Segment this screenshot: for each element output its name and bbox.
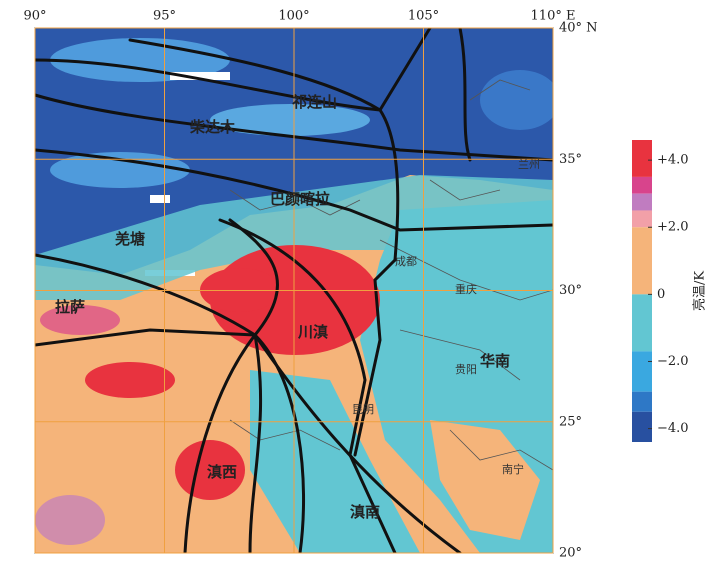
patch bbox=[50, 152, 190, 188]
region-label: 滇南 bbox=[350, 503, 380, 521]
colorbar-segment bbox=[632, 210, 652, 228]
region-label: 祁连山 bbox=[292, 93, 337, 111]
region-label: 滇西 bbox=[207, 463, 237, 481]
x-tick-label: 90° bbox=[23, 9, 46, 24]
colorbar-tick-label: +2.0 bbox=[657, 220, 689, 235]
snow bbox=[150, 195, 170, 203]
colorbar-segment bbox=[632, 193, 652, 211]
colorbar-tick-label: −4.0 bbox=[657, 421, 689, 436]
colorbar-tick-label: −2.0 bbox=[657, 354, 689, 369]
snow bbox=[170, 72, 230, 80]
colorbar-segment bbox=[632, 227, 652, 295]
x-tick-label: 100° bbox=[278, 9, 309, 24]
cyan-south bbox=[250, 370, 420, 553]
colorbar-segment bbox=[632, 140, 652, 177]
fault bbox=[458, 28, 472, 162]
region-label: 华南 bbox=[480, 352, 510, 370]
city-label: 成都 bbox=[395, 255, 417, 268]
colorbar-segment bbox=[632, 411, 652, 442]
city-label: 重庆 bbox=[455, 282, 477, 296]
colorbar-tick-label: 0 bbox=[657, 287, 665, 302]
colorbar-tick-label: +4.0 bbox=[657, 153, 689, 168]
fault bbox=[128, 28, 432, 113]
region-label: 巴颜喀拉 bbox=[270, 190, 330, 208]
hot-area bbox=[35, 495, 105, 545]
labels: 祁连山 柴达木 巴颜喀拉 羌塘 拉萨 川滇 华南 滇西 滇南 兰州 成都 重庆 … bbox=[55, 93, 708, 521]
hot-area bbox=[85, 362, 175, 398]
fault bbox=[353, 258, 397, 457]
city-label: 兰州 bbox=[518, 158, 540, 171]
fault bbox=[35, 148, 553, 232]
patch bbox=[480, 70, 553, 130]
fault bbox=[35, 93, 553, 162]
city-label: 昆明 bbox=[352, 403, 374, 416]
x-tick-label: 95° bbox=[153, 9, 176, 24]
hot-area bbox=[40, 305, 120, 335]
region-label: 川滇 bbox=[297, 323, 328, 341]
orange-south bbox=[430, 420, 540, 540]
colorbar-segment bbox=[632, 176, 652, 194]
province-border bbox=[229, 79, 553, 471]
fault bbox=[35, 218, 279, 337]
fault bbox=[218, 218, 397, 553]
region-label: 拉萨 bbox=[55, 298, 85, 316]
y-tick-label: 25° bbox=[559, 414, 582, 429]
fault bbox=[35, 58, 400, 262]
city-label: 南宁 bbox=[502, 462, 524, 476]
y-tick-label: 20° bbox=[559, 546, 582, 561]
y-tick-label: 30° bbox=[559, 283, 582, 298]
region-label: 羌塘 bbox=[115, 230, 145, 248]
city-label: 贵阳 bbox=[455, 363, 477, 376]
x-tick-label: 105° bbox=[408, 9, 439, 24]
y-tick-label: 35° bbox=[559, 152, 582, 167]
colorbar-segment bbox=[632, 294, 652, 352]
colorbar-segment bbox=[632, 351, 652, 392]
patch bbox=[210, 104, 370, 136]
colorbar-title: 亮温/K bbox=[692, 271, 708, 311]
colorbar-segment bbox=[632, 391, 652, 412]
region-label: 柴达木 bbox=[189, 118, 236, 136]
x-tick-label: 110° E bbox=[531, 9, 576, 24]
y-tick-label: 40° N bbox=[559, 21, 598, 36]
